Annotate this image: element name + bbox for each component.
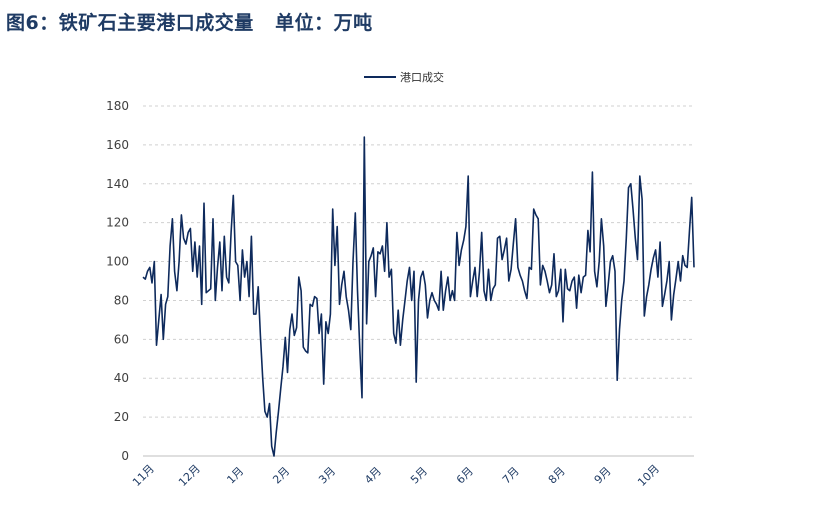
y-tick-label: 0 [121,449,129,463]
x-tick-label: 9月 [592,465,614,487]
y-tick-label: 120 [106,216,129,230]
y-tick-label: 80 [114,293,129,307]
x-tick-label: 1月 [224,465,246,487]
x-tick-label: 12月 [176,462,203,489]
y-axis-ticks: 0 20 40 60 80 100 120 140 160 180 [106,99,129,463]
x-tick-label: 2月 [270,465,292,487]
y-tick-label: 40 [114,371,129,385]
y-tick-label: 100 [106,255,129,269]
x-axis-ticks: 11月 12月 1月 2月 3月 4月 5月 6月 7月 8月 9月 10月 [130,462,662,489]
series-line [142,136,695,457]
y-tick-label: 60 [114,332,129,346]
y-tick-label: 140 [106,177,129,191]
x-tick-label: 11月 [130,462,157,489]
legend-label: 港口成交 [400,70,444,84]
x-tick-label: 4月 [362,465,384,487]
x-tick-label: 5月 [408,465,430,487]
x-tick-label: 3月 [316,465,338,487]
y-tick-label: 160 [106,138,129,152]
x-tick-label: 8月 [546,465,568,487]
y-tick-label: 20 [114,410,129,424]
chart-title: 图6：铁矿石主要港口成交量 单位：万吨 [6,12,373,34]
x-tick-label: 10月 [635,462,662,489]
legend: 港口成交 [364,70,444,84]
x-tick-label: 6月 [454,465,476,487]
y-tick-label: 180 [106,99,129,113]
x-tick-label: 7月 [500,465,522,487]
